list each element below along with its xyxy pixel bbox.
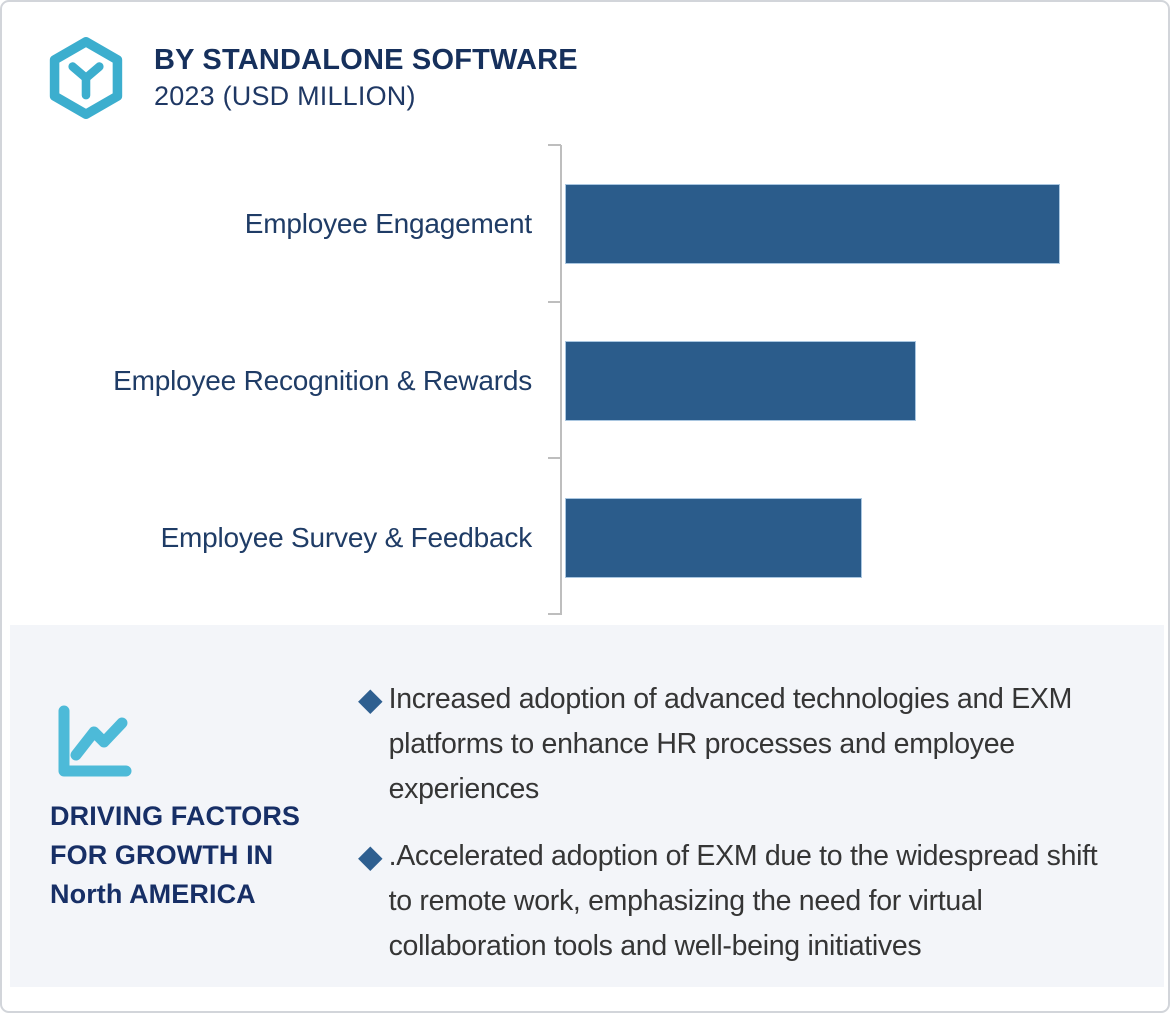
heading-line: DRIVING FACTORS bbox=[50, 801, 301, 831]
category-label: Employee Recognition & Rewards bbox=[113, 364, 532, 396]
axis-tick bbox=[548, 613, 561, 615]
heading-line: North AMERICA bbox=[50, 879, 256, 909]
axis-tick bbox=[548, 301, 561, 303]
line-chart-icon bbox=[58, 705, 132, 777]
factor-bullet-text: .Accelerated adoption of EXM due to the … bbox=[388, 840, 1098, 962]
driving-factors-heading: DRIVING FACTORS FOR GROWTH IN North AMER… bbox=[50, 797, 300, 914]
chart-subtitle: 2023 (USD MILLION) bbox=[154, 81, 416, 111]
axis-tick bbox=[548, 144, 561, 146]
driving-factors-list: ◆ Increased adoption of advanced technolo… bbox=[358, 677, 1114, 969]
chart-y-axis bbox=[560, 145, 562, 615]
category-label: Employee Engagement bbox=[244, 207, 532, 239]
factor-bullet-text: Increased adoption of advanced technolog… bbox=[388, 683, 1073, 805]
heading-line: FOR GROWTH IN bbox=[50, 840, 274, 870]
chart-row: Employee Recognition & Rewards bbox=[2, 302, 1112, 459]
axis-tick bbox=[548, 457, 561, 459]
bar-chart-rows: Employee Engagement Employee Recognition … bbox=[2, 145, 1112, 616]
hexagon-cube-logo-icon bbox=[49, 37, 123, 119]
chart-row: Employee Engagement bbox=[2, 145, 1112, 302]
factor-bullet-item: ◆ .Accelerated adoption of EXM due to the… bbox=[358, 834, 1114, 969]
chart-row: Employee Survey & Feedback bbox=[2, 459, 1112, 616]
diamond-bullet-icon: ◆ bbox=[358, 838, 383, 874]
chart-title: BY STANDALONE SOFTWARE bbox=[154, 44, 578, 76]
diamond-bullet-icon: ◆ bbox=[358, 681, 383, 717]
bar bbox=[565, 497, 862, 578]
chart-header: BY STANDALONE SOFTWARE 2023 (USD MILLION… bbox=[154, 42, 578, 113]
driving-factors-panel: DRIVING FACTORS FOR GROWTH IN North AMER… bbox=[10, 625, 1164, 987]
bar bbox=[565, 340, 916, 421]
factor-bullet-item: ◆ Increased adoption of advanced technolo… bbox=[358, 677, 1114, 812]
category-label: Employee Survey & Feedback bbox=[160, 521, 533, 553]
bar bbox=[565, 183, 1060, 264]
